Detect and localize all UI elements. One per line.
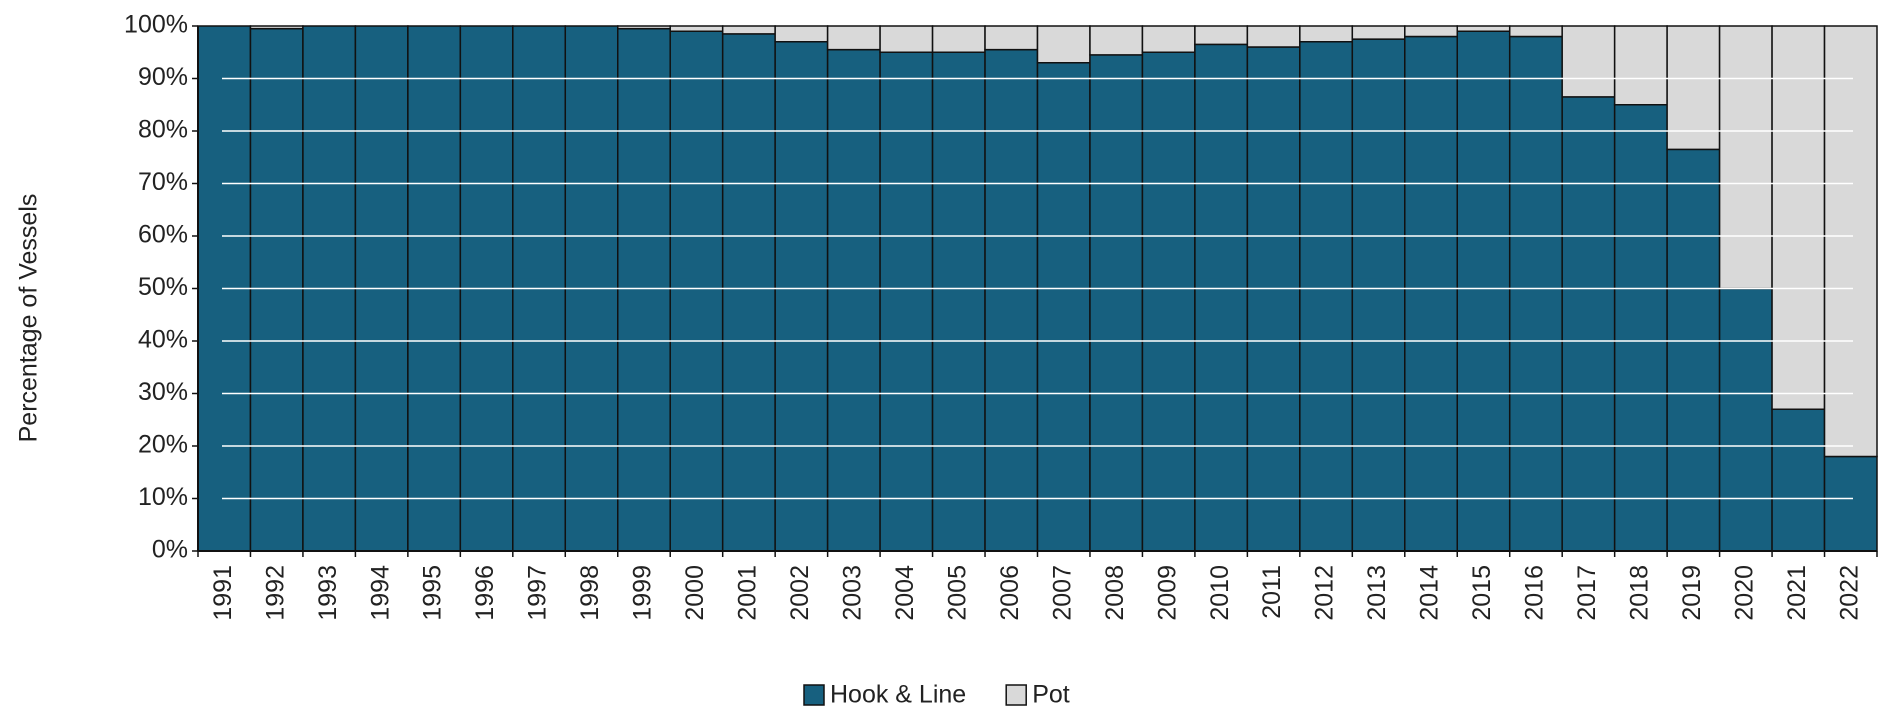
bar <box>879 25 934 53</box>
legend-label: Pot <box>1032 681 1070 709</box>
bar <box>249 27 304 552</box>
bar <box>1718 25 1773 290</box>
bar <box>1299 41 1354 552</box>
bar <box>931 25 986 53</box>
bar <box>1246 46 1301 552</box>
bar <box>1299 25 1354 43</box>
bar <box>1508 35 1563 552</box>
y-tick-label: 0% <box>152 536 188 564</box>
bar <box>1141 25 1196 53</box>
x-tick-label: 1998 <box>576 565 604 621</box>
y-tick-label: 70% <box>138 168 188 196</box>
y-tick-label: 10% <box>138 483 188 511</box>
y-axis-label: Percentage of Vessels <box>15 194 43 443</box>
x-tick-label: 2009 <box>1153 565 1181 621</box>
bar <box>1718 287 1773 552</box>
x-tick-label: 2001 <box>734 565 762 621</box>
y-tick-label: 80% <box>138 116 188 144</box>
bar <box>1351 25 1406 40</box>
x-tick-label: 2011 <box>1258 565 1286 619</box>
bar <box>931 51 986 552</box>
x-tick-label: 2018 <box>1626 565 1654 621</box>
x-tick-label: 2021 <box>1783 565 1811 621</box>
x-tick-label: 1995 <box>419 565 447 621</box>
bar <box>669 30 724 552</box>
x-tick-label: 2017 <box>1573 565 1601 621</box>
bar <box>1561 25 1616 98</box>
bar <box>1351 38 1406 552</box>
x-tick-label: 2007 <box>1048 565 1076 621</box>
bar <box>1456 30 1511 552</box>
x-tick-label: 2010 <box>1206 565 1234 621</box>
x-tick-label: 2015 <box>1468 565 1496 621</box>
bar <box>721 25 776 35</box>
x-tick-label: 1997 <box>524 565 552 621</box>
bar <box>721 33 776 552</box>
bar <box>1561 96 1616 552</box>
x-tick-label: 1994 <box>366 565 394 621</box>
bar <box>1771 408 1826 552</box>
bar <box>1666 25 1721 151</box>
bar <box>1194 25 1249 46</box>
y-tick-label: 30% <box>138 378 188 406</box>
bar <box>1194 43 1249 552</box>
bar <box>1613 25 1668 106</box>
x-tick-label: 2012 <box>1311 565 1339 621</box>
legend-swatch <box>803 684 825 706</box>
bar <box>249 25 304 30</box>
x-tick-label: 2022 <box>1835 565 1863 621</box>
bar <box>1089 54 1144 552</box>
x-tick-label: 2020 <box>1730 565 1758 621</box>
x-tick-label: 1991 <box>209 565 237 621</box>
bar <box>1771 25 1826 410</box>
x-tick-label: 2003 <box>838 565 866 621</box>
x-tick-label: 2019 <box>1678 565 1706 621</box>
bar <box>1404 25 1458 38</box>
x-tick-label: 1993 <box>314 565 342 621</box>
bar <box>826 25 881 51</box>
bar <box>984 48 1039 552</box>
y-tick-label: 100% <box>124 11 188 39</box>
legend-swatch <box>1005 684 1027 706</box>
x-tick-label: 1999 <box>629 565 657 621</box>
bar <box>774 41 829 552</box>
y-tick-label: 20% <box>138 431 188 459</box>
bar <box>826 48 881 552</box>
x-tick-label: 2004 <box>891 565 919 621</box>
x-tick-label: 1992 <box>261 565 289 621</box>
bar <box>617 25 671 30</box>
x-tick-label: 2014 <box>1416 565 1444 621</box>
bar <box>1036 25 1091 64</box>
y-tick-label: 60% <box>138 221 188 249</box>
bar <box>1141 51 1196 552</box>
bar <box>1613 104 1668 552</box>
x-tick-label: 1996 <box>471 565 499 621</box>
x-tick-label: 2006 <box>996 565 1024 621</box>
bar <box>669 25 724 32</box>
bar <box>984 25 1039 51</box>
bar <box>879 51 934 552</box>
bar <box>1456 25 1511 32</box>
x-tick-label: 2016 <box>1521 565 1549 621</box>
bar <box>1508 25 1563 38</box>
bar <box>617 27 671 552</box>
x-tick-label: 2002 <box>786 565 814 621</box>
y-tick-label: 50% <box>138 273 188 301</box>
y-tick-label: 90% <box>138 63 188 91</box>
bar <box>1823 455 1878 552</box>
bar <box>1036 62 1091 552</box>
bar <box>1404 35 1458 552</box>
x-tick-label: 2005 <box>943 565 971 621</box>
bar <box>1246 25 1301 48</box>
y-tick-label: 40% <box>138 326 188 354</box>
x-tick-label: 2013 <box>1363 565 1391 621</box>
x-tick-label: 2000 <box>681 565 709 621</box>
x-tick-label: 2008 <box>1101 565 1129 621</box>
bar <box>1823 25 1878 458</box>
bar <box>774 25 829 43</box>
legend-label: Hook & Line <box>830 681 966 709</box>
bar <box>1089 25 1144 56</box>
bar <box>1666 148 1721 552</box>
